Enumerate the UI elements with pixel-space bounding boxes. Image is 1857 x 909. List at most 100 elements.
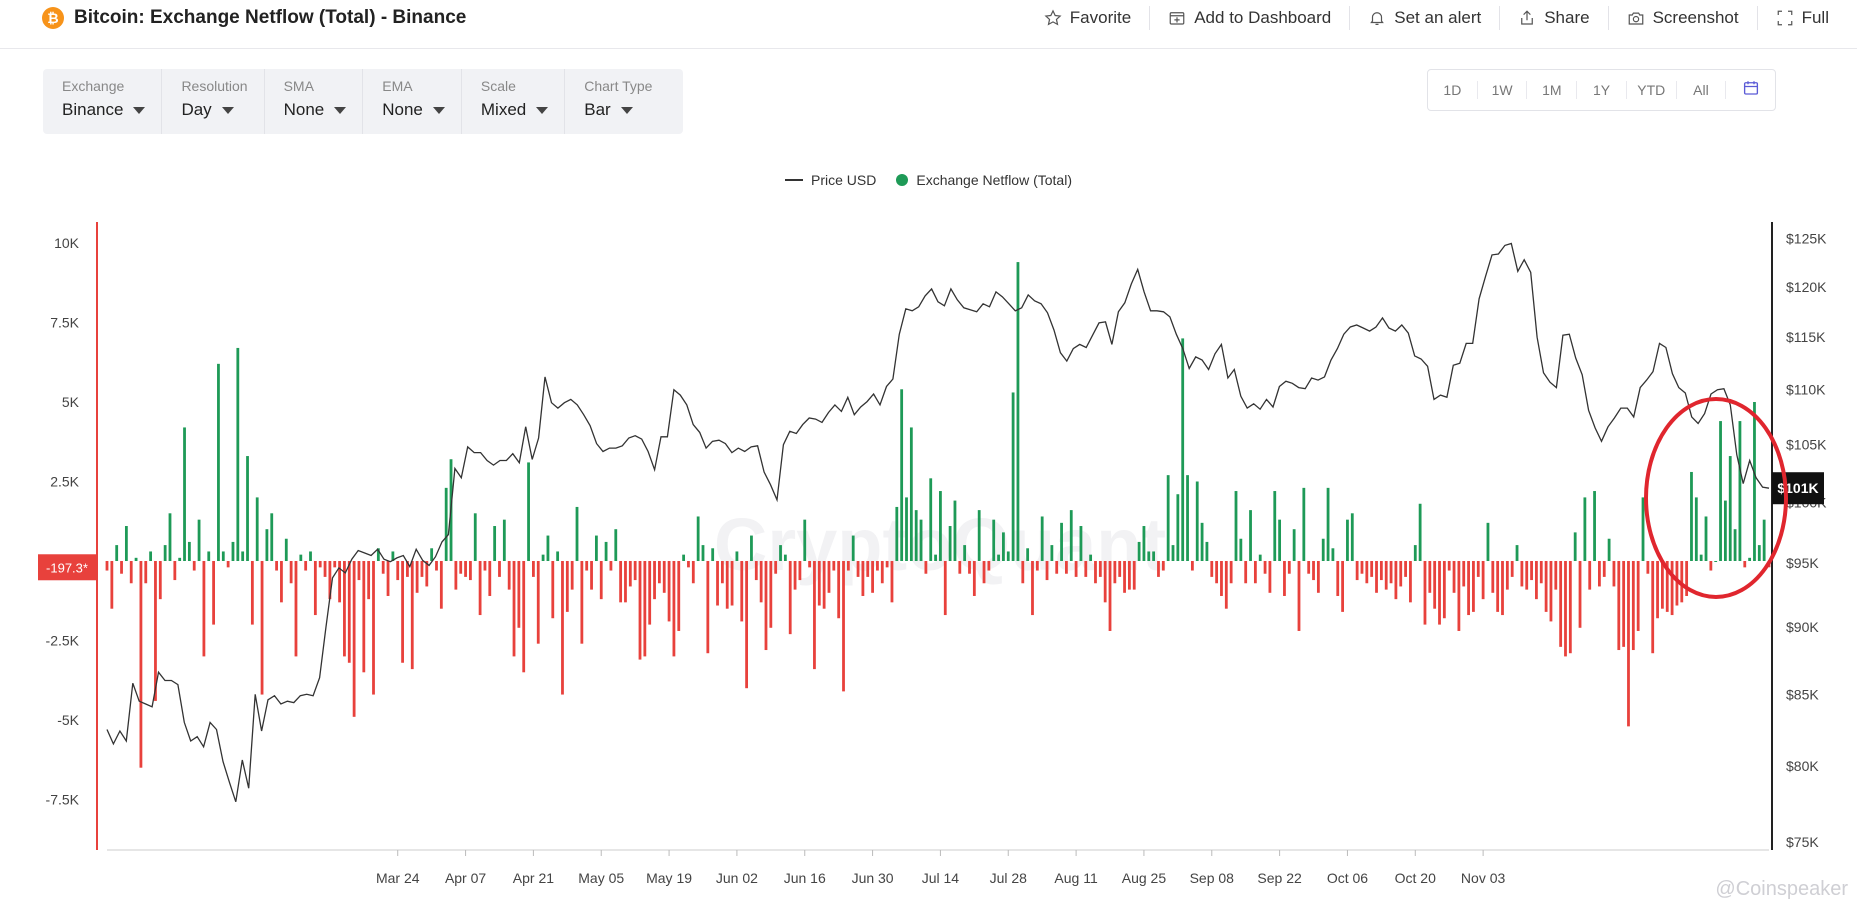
netflow-bar — [217, 363, 220, 561]
netflow-bar — [861, 561, 865, 596]
netflow-bar — [1161, 561, 1165, 571]
set-alert-button[interactable]: Set an alert — [1349, 6, 1499, 30]
chart-type-select[interactable]: Chart Type Bar — [565, 69, 668, 134]
netflow-bar — [633, 561, 637, 581]
share-button[interactable]: Share — [1499, 6, 1607, 30]
netflow-bar — [1263, 561, 1267, 574]
range-1w-button[interactable]: 1W — [1478, 81, 1528, 99]
netflow-bar — [1472, 561, 1475, 612]
title-area: ₿ Bitcoin: Exchange Netflow (Total) - Bi… — [42, 4, 466, 32]
exchange-select[interactable]: Exchange Binance — [43, 69, 163, 134]
range-all-button[interactable]: All — [1677, 81, 1727, 99]
netflow-bar — [1350, 513, 1354, 561]
netflow-bar — [570, 561, 574, 590]
netflow-bar — [1394, 561, 1398, 600]
netflow-bar — [1656, 561, 1659, 619]
netflow-bar — [1486, 522, 1490, 561]
netflow-bar — [720, 561, 724, 584]
netflow-bar — [798, 561, 802, 581]
netflow-bar — [212, 561, 216, 625]
netflow-bar — [1195, 481, 1199, 561]
netflow-bar — [1690, 471, 1693, 561]
netflow-bar — [527, 462, 530, 561]
netflow-bar — [406, 561, 409, 577]
netflow-bar — [522, 561, 526, 673]
netflow-bar — [478, 561, 482, 616]
netflow-bar — [1360, 561, 1364, 574]
netflow-bar — [1627, 561, 1630, 727]
netflow-bar — [124, 526, 128, 561]
netflow-bar — [561, 561, 564, 695]
netflow-bar — [1132, 561, 1136, 590]
legend-netflow[interactable]: Exchange Netflow (Total) — [896, 172, 1072, 188]
netflow-bar — [1438, 561, 1441, 625]
netflow-bar — [1384, 561, 1388, 590]
favorite-button[interactable]: Favorite — [1026, 6, 1149, 30]
netflow-bar — [517, 561, 521, 628]
netflow-bar — [367, 561, 371, 600]
netflow-bar — [997, 554, 1000, 561]
netflow-bar — [1031, 561, 1034, 616]
fullscreen-label: Full — [1801, 8, 1829, 27]
range-1d-button[interactable]: 1D — [1428, 81, 1478, 99]
netflow-bar — [483, 561, 487, 571]
netflow-bar — [1166, 475, 1170, 561]
netflow-bar — [793, 561, 797, 590]
range-1y-button[interactable]: 1Y — [1577, 81, 1627, 99]
fullscreen-button[interactable]: Full — [1756, 6, 1847, 30]
netflow-bar — [1660, 561, 1664, 609]
netflow-bar — [1520, 561, 1524, 587]
netflow-bar — [1753, 402, 1756, 561]
netflow-bar — [667, 561, 671, 622]
x-tick-label: Apr 07 — [445, 870, 486, 886]
netflow-bar — [173, 561, 177, 581]
netflow-bar — [987, 561, 991, 571]
resolution-select[interactable]: Resolution Day — [162, 69, 265, 134]
netflow-bar — [1636, 561, 1640, 631]
legend-price-label: Price USD — [811, 172, 877, 188]
exchange-label: Exchange — [62, 78, 125, 94]
netflow-bar — [687, 561, 690, 568]
netflow-bar — [1462, 561, 1466, 587]
range-ytd-button[interactable]: YTD — [1627, 81, 1677, 99]
netflow-bar — [469, 561, 472, 581]
netflow-bar — [1026, 548, 1030, 561]
netflow-bar — [1055, 561, 1059, 574]
calendar-button[interactable] — [1726, 79, 1775, 101]
legend-price[interactable]: Price USD — [785, 172, 876, 188]
add-to-dashboard-button[interactable]: Add to Dashboard — [1149, 6, 1349, 30]
x-tick-label: Jul 28 — [990, 870, 1028, 886]
ema-value: None — [382, 100, 423, 119]
screenshot-button[interactable]: Screenshot — [1607, 6, 1757, 30]
netflow-bar — [1287, 561, 1291, 574]
range-1m-button[interactable]: 1M — [1527, 81, 1578, 99]
current-netflow-badge — [38, 554, 97, 581]
x-tick-label: Jul 14 — [922, 870, 960, 886]
netflow-bar — [372, 561, 375, 695]
sma-select[interactable]: SMA None — [265, 69, 364, 134]
netflow-bar — [439, 561, 443, 609]
netflow-bar — [1016, 262, 1020, 561]
netflow-bar — [1098, 561, 1102, 577]
left-tick-label: 5K — [62, 394, 80, 410]
legend-netflow-label: Exchange Netflow (Total) — [916, 172, 1072, 188]
netflow-bar — [1404, 561, 1407, 577]
netflow-bar — [149, 551, 153, 561]
netflow-bar — [1103, 561, 1107, 603]
right-tick-label: $80K — [1786, 758, 1819, 774]
scale-select[interactable]: Scale Mixed — [462, 69, 566, 134]
netflow-bar — [924, 561, 928, 574]
x-tick-label: May 19 — [646, 870, 692, 886]
netflow-bar — [745, 561, 749, 689]
netflow-bar — [1123, 561, 1126, 593]
netflow-bar — [192, 561, 196, 571]
netflow-bar — [1312, 561, 1315, 581]
netflow-bar — [1670, 561, 1674, 616]
ema-select[interactable]: EMA None — [363, 69, 462, 134]
netflow-bar — [1200, 522, 1204, 561]
netflow-bar — [594, 535, 598, 561]
netflow-bar — [1258, 554, 1262, 561]
line-swatch-icon — [785, 179, 803, 181]
x-tick-label: Apr 21 — [513, 870, 554, 886]
